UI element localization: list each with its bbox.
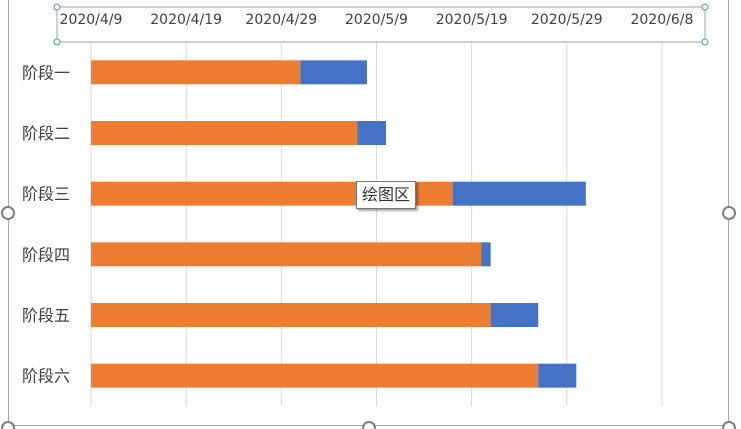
bar-segment-duration[interactable] xyxy=(452,181,586,206)
axis-handle-top-right[interactable] xyxy=(701,3,709,11)
bar-segment-offset[interactable] xyxy=(91,60,301,85)
value-axis-tick-label: 2020/4/19 xyxy=(150,12,222,28)
axis-handle-top-left[interactable] xyxy=(53,3,61,11)
selection-handles[interactable] xyxy=(1,3,736,429)
chart-handle-bottom-center[interactable] xyxy=(362,421,376,429)
category-label: 阶段二 xyxy=(22,124,70,143)
chart-handle-mid-right[interactable] xyxy=(722,206,736,220)
value-axis-tick-label: 2020/4/29 xyxy=(245,12,317,28)
bar-segment-offset[interactable] xyxy=(91,121,358,145)
gridlines xyxy=(90,42,663,406)
value-axis-tick-label: 2020/5/29 xyxy=(531,12,603,28)
chart-handle-bottom-right[interactable] xyxy=(722,421,736,429)
category-label: 阶段六 xyxy=(22,367,70,386)
bar-segment-duration[interactable] xyxy=(538,363,577,388)
value-axis-tick-labels: 2020/4/9 2020/4/19 2020/4/29 2020/5/9 2020/5… xyxy=(60,12,694,28)
bar-segment-duration[interactable] xyxy=(300,60,367,85)
value-axis-tick-label: 2020/5/19 xyxy=(436,12,508,28)
category-label: 阶段一 xyxy=(22,63,70,82)
category-label: 阶段四 xyxy=(22,245,70,264)
tooltip: 绘图区 xyxy=(356,181,417,209)
chart-handle-mid-left[interactable] xyxy=(1,206,15,220)
bar-segment-offset[interactable] xyxy=(91,303,491,327)
value-axis-tick-label: 2020/6/8 xyxy=(630,12,693,28)
value-axis-tick-label: 2020/4/9 xyxy=(60,12,123,28)
axis-handle-bottom-right[interactable] xyxy=(701,38,709,46)
bar-segment-duration[interactable] xyxy=(357,121,386,145)
bar-segment-duration[interactable] xyxy=(481,242,491,267)
chart-handle-bottom-left[interactable] xyxy=(1,421,15,429)
bars[interactable] xyxy=(91,60,586,388)
bar-segment-duration[interactable] xyxy=(490,303,539,327)
value-axis-tick-label: 2020/5/9 xyxy=(345,12,408,28)
category-label: 阶段五 xyxy=(22,306,70,325)
bar-segment-offset[interactable] xyxy=(91,363,539,388)
axis-handle-bottom-left[interactable] xyxy=(53,38,61,46)
bar-segment-offset[interactable] xyxy=(91,242,482,267)
value-axis-selection-box[interactable] xyxy=(56,6,706,43)
category-label: 阶段三 xyxy=(22,185,70,204)
